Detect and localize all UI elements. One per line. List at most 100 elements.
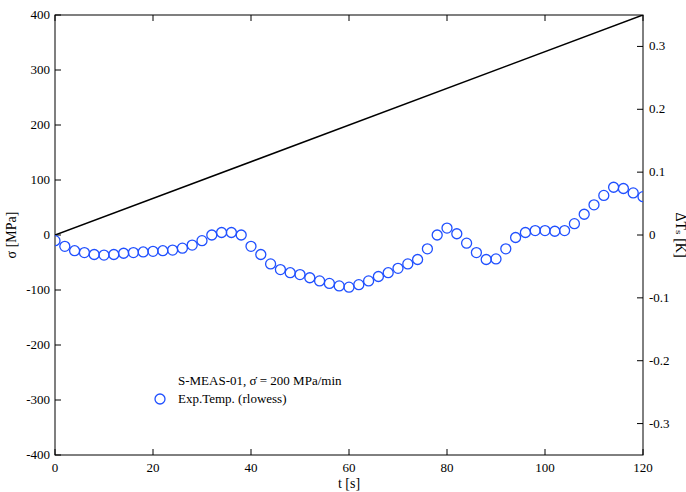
- x-tick: [545, 15, 546, 21]
- y-tick-label: 200: [31, 117, 51, 132]
- plot-data: [55, 15, 643, 292]
- temp-point: [344, 282, 354, 292]
- temp-point: [354, 280, 364, 290]
- temp-point: [89, 249, 99, 259]
- x-tick: [153, 15, 154, 21]
- y-tick: [55, 345, 61, 346]
- temp-point: [491, 254, 501, 264]
- temp-point: [569, 219, 579, 229]
- y2-tick: [637, 360, 643, 361]
- chart: 020406080100120-400-300-200-100010020030…: [0, 0, 686, 492]
- y2-tick-label: -0.2: [649, 353, 670, 368]
- y-tick: [55, 70, 61, 71]
- temp-point: [501, 244, 511, 254]
- temp-point: [197, 236, 207, 246]
- temp-point: [315, 276, 325, 286]
- temp-point: [246, 241, 256, 251]
- temp-point: [168, 245, 178, 255]
- temp-point: [275, 265, 285, 275]
- stress-line: [55, 15, 643, 235]
- x-tick-label: 100: [535, 460, 555, 475]
- temp-point: [324, 278, 334, 288]
- temp-point: [70, 246, 80, 256]
- y-axis-label: σ [MPa]: [4, 212, 19, 259]
- plot-frame: [55, 15, 643, 455]
- temp-point: [79, 248, 89, 258]
- y2-tick-label: 0: [649, 227, 656, 242]
- x-tick: [251, 15, 252, 21]
- temp-point: [99, 250, 109, 260]
- temp-point: [393, 263, 403, 273]
- y-tick: [55, 290, 61, 291]
- temp-point: [422, 244, 432, 254]
- y-tick-label: 100: [31, 172, 51, 187]
- temp-point: [207, 230, 217, 240]
- temp-point: [226, 227, 236, 237]
- temp-point: [481, 255, 491, 265]
- y-tick-label: -300: [26, 392, 50, 407]
- y2-tick: [637, 109, 643, 110]
- temp-point: [383, 268, 393, 278]
- x-tick-label: 40: [245, 460, 258, 475]
- temp-point: [638, 192, 643, 202]
- x-tick-label: 60: [343, 460, 356, 475]
- y-tick-label: 300: [31, 62, 51, 77]
- temp-point: [187, 240, 197, 250]
- y2-axis-label: ΔTₛ [K]: [673, 212, 686, 257]
- temp-point: [285, 268, 295, 278]
- x-tick: [153, 449, 154, 455]
- temp-point: [579, 209, 589, 219]
- y2-tick-label: 0.2: [649, 101, 665, 116]
- temp-point: [511, 233, 521, 243]
- temp-point: [589, 200, 599, 210]
- temp-point: [442, 223, 452, 233]
- x-tick: [349, 449, 350, 455]
- legend-label: S-MEAS-01, σ̇ = 200 MPa/min: [178, 373, 342, 388]
- x-tick: [447, 449, 448, 455]
- temp-point: [609, 182, 619, 192]
- temp-point: [618, 183, 628, 193]
- y2-tick: [637, 235, 643, 236]
- temp-point: [128, 248, 138, 258]
- legend: S-MEAS-01, σ̇ = 200 MPa/minExp.Temp. (rl…: [155, 373, 342, 406]
- temp-point: [550, 226, 560, 236]
- y-tick: [55, 400, 61, 401]
- temp-point: [334, 281, 344, 291]
- temp-point: [295, 270, 305, 280]
- y2-tick-label: 0.3: [649, 38, 665, 53]
- x-tick-label: 0: [52, 460, 59, 475]
- temp-point: [471, 248, 481, 258]
- y-tick-label: -100: [26, 282, 50, 297]
- y2-tick: [637, 172, 643, 173]
- x-tick-label: 80: [441, 460, 454, 475]
- x-axis-label: t [s]: [338, 476, 360, 491]
- x-tick-label: 20: [147, 460, 160, 475]
- temp-point: [462, 238, 472, 248]
- temp-point: [432, 230, 442, 240]
- temp-point: [60, 241, 70, 251]
- temp-point: [236, 230, 246, 240]
- x-tick-label: 120: [633, 460, 653, 475]
- temp-point: [599, 190, 609, 200]
- temp-point: [403, 259, 413, 269]
- y-tick-label: 0: [44, 227, 51, 242]
- temp-point: [530, 226, 540, 236]
- y-tick: [55, 180, 61, 181]
- temp-point: [452, 229, 462, 239]
- temp-point: [148, 246, 158, 256]
- temp-point: [177, 243, 187, 253]
- temp-point: [266, 259, 276, 269]
- temp-point: [119, 248, 129, 258]
- temp-point: [55, 236, 60, 246]
- temp-point: [364, 276, 374, 286]
- y2-tick-label: 0.1: [649, 164, 665, 179]
- temp-point: [540, 226, 550, 236]
- x-tick: [545, 449, 546, 455]
- x-tick: [349, 15, 350, 21]
- y2-tick: [637, 46, 643, 47]
- temp-point: [560, 226, 570, 236]
- legend-marker: [155, 394, 165, 404]
- y2-tick-label: -0.1: [649, 290, 670, 305]
- y-tick: [55, 125, 61, 126]
- y-tick-label: -400: [26, 447, 50, 462]
